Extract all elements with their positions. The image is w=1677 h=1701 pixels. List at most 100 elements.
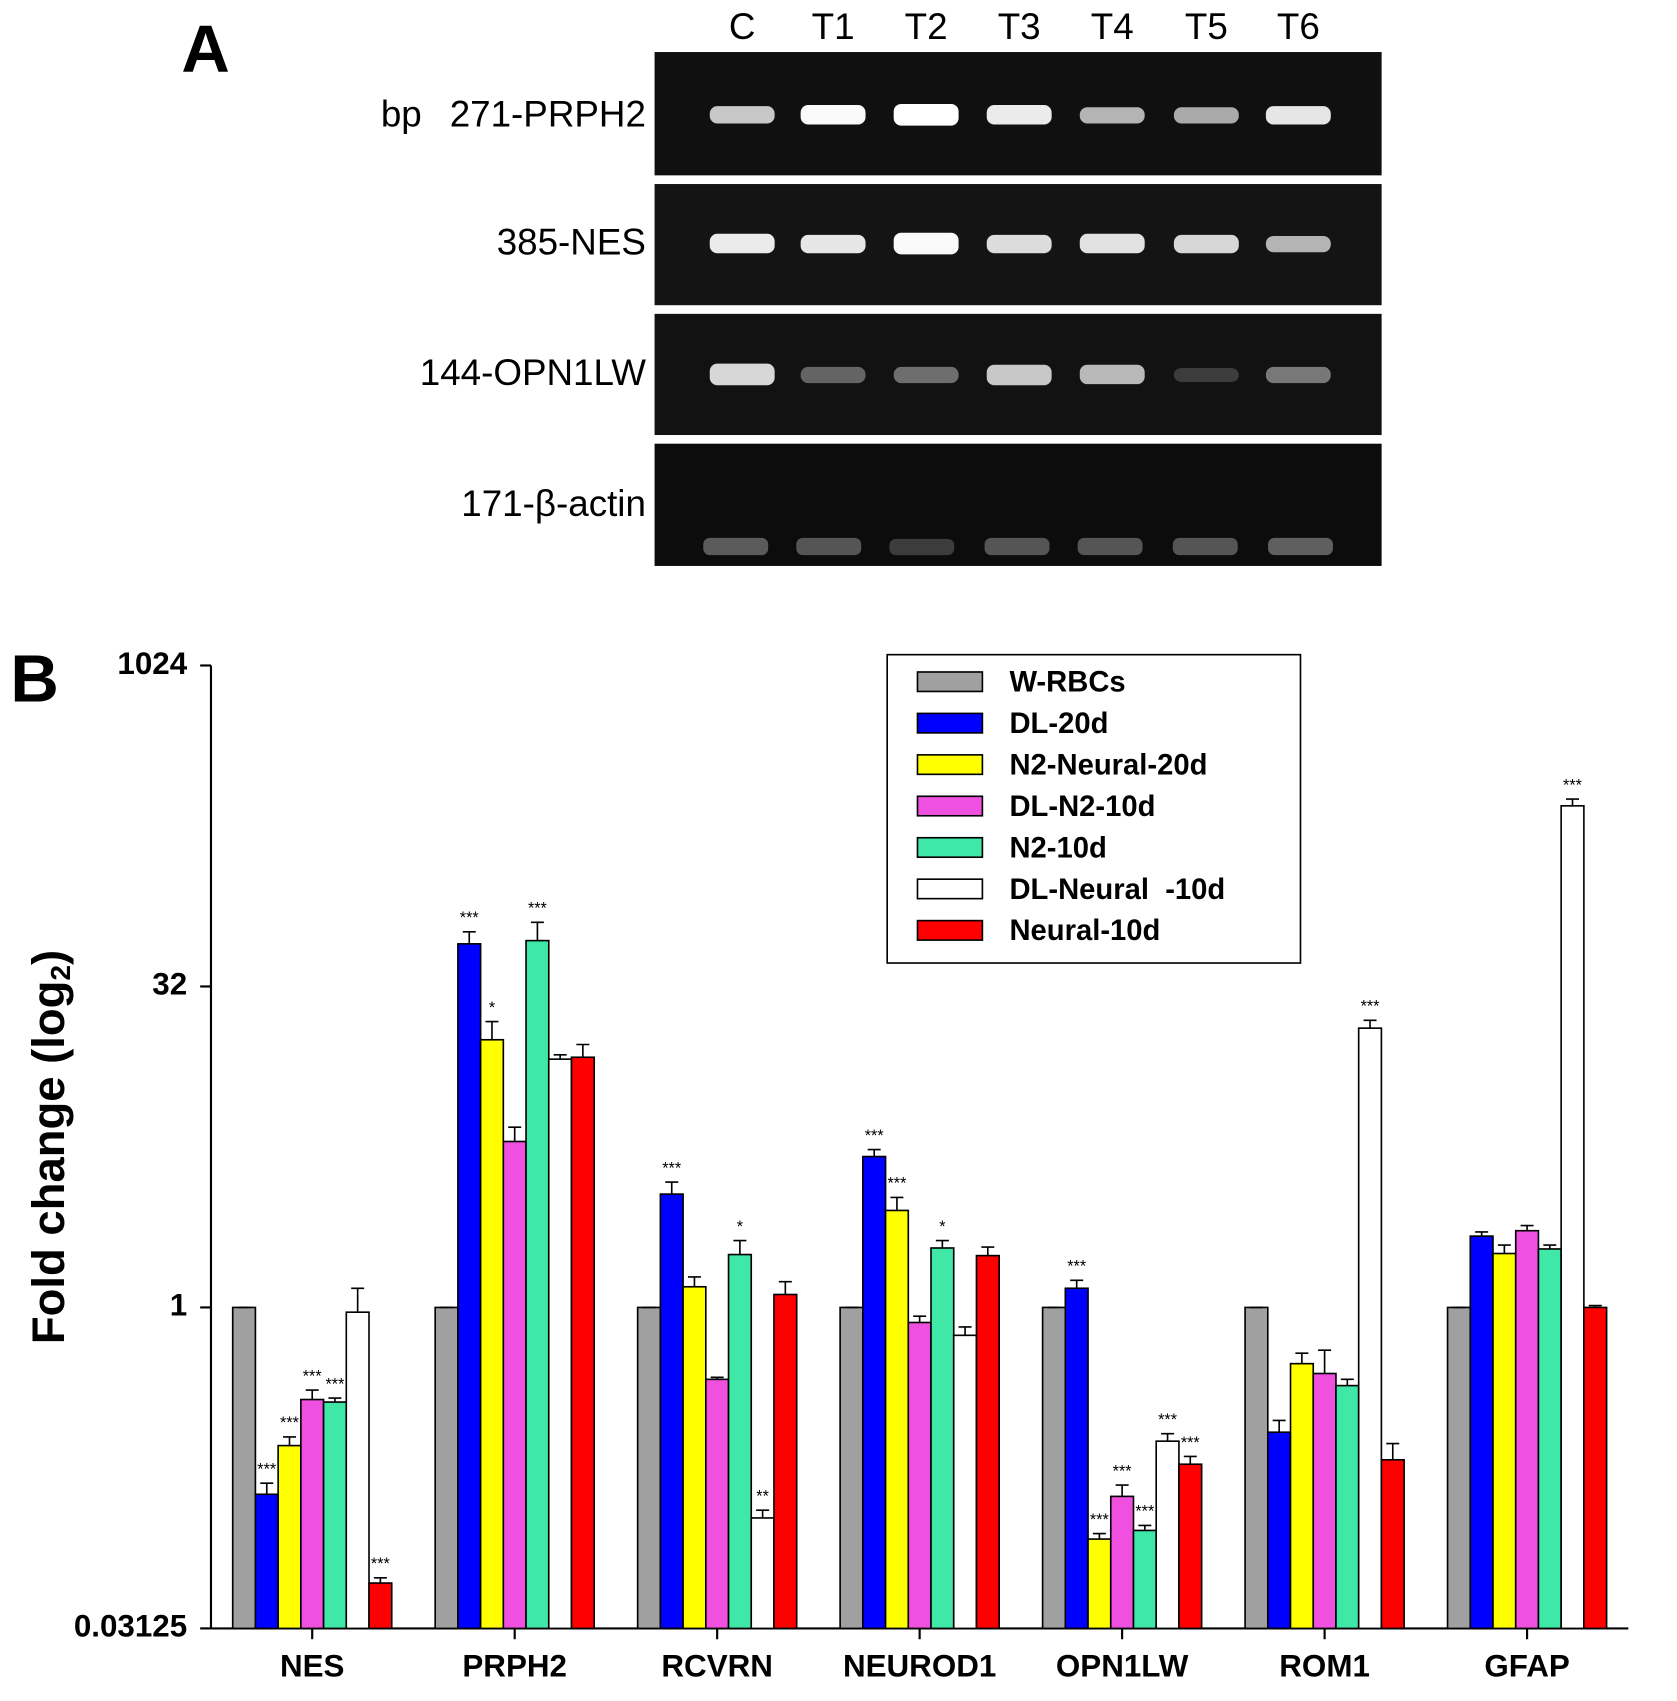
significance-label: *** (1563, 776, 1583, 794)
x-tick-label: OPN1LW (1056, 1649, 1189, 1684)
legend-label: N2-Neural-20d (1009, 749, 1207, 781)
lane-label: T5 (1185, 6, 1228, 47)
bar (1380, 1458, 1405, 1630)
panel-label: B (10, 642, 58, 717)
lane-label: T6 (1277, 6, 1320, 47)
bar (1289, 1362, 1315, 1630)
bar (345, 1311, 370, 1630)
bar (659, 1193, 684, 1630)
y-tick-label: 1024 (117, 646, 187, 681)
error-bar (1272, 1419, 1286, 1433)
significance-label: *** (1090, 1511, 1110, 1529)
band (1077, 537, 1143, 556)
band (893, 232, 959, 255)
significance-label: *** (1158, 1411, 1178, 1429)
band (1265, 106, 1331, 125)
error-bar (530, 921, 544, 941)
band (986, 234, 1052, 254)
row-label: 144-OPN1LW (420, 352, 646, 393)
bar (862, 1155, 887, 1630)
significance-label: *** (1113, 1462, 1133, 1480)
band (703, 537, 769, 556)
bar (368, 1582, 393, 1630)
bar (525, 939, 550, 1630)
error-bar (1543, 1244, 1557, 1249)
bar (1514, 1229, 1540, 1630)
bar (1492, 1252, 1517, 1630)
unit-label: bp (381, 94, 422, 135)
bar (975, 1254, 1000, 1630)
bar (1583, 1306, 1608, 1630)
error-bar (687, 1276, 701, 1287)
significance-label: *** (460, 909, 480, 927)
legend-label: DL-20d (1009, 708, 1108, 740)
bar (1469, 1235, 1494, 1630)
bar (231, 1306, 257, 1630)
legend-swatch (916, 878, 984, 900)
lane-label: C (729, 6, 756, 47)
x-tick-label: NES (280, 1649, 344, 1684)
bar (1266, 1431, 1292, 1630)
significance-label: *** (865, 1127, 885, 1145)
error-bar (1295, 1352, 1309, 1364)
bar (907, 1321, 932, 1630)
legend-label: W-RBCs (1009, 667, 1125, 699)
bar (750, 1517, 775, 1630)
legend-swatch (916, 754, 984, 776)
bar (1312, 1372, 1337, 1630)
bar (773, 1293, 798, 1630)
band (1079, 107, 1145, 124)
legend-label: Neural-10d (1009, 915, 1160, 947)
error-bar (283, 1436, 296, 1446)
significance-label: *** (1067, 1258, 1087, 1276)
band (709, 233, 775, 254)
bar (1446, 1306, 1472, 1630)
band (1265, 235, 1331, 253)
band (986, 364, 1052, 386)
band (1172, 537, 1238, 556)
bar (1041, 1306, 1067, 1630)
band (709, 363, 775, 386)
band (986, 105, 1052, 125)
bar (727, 1253, 753, 1630)
band (800, 366, 866, 384)
band (1079, 233, 1145, 254)
bar (479, 1038, 505, 1630)
gel (654, 52, 1382, 566)
lane-label: T3 (998, 6, 1041, 47)
error-bar (890, 1196, 904, 1211)
significance-label: *** (662, 1159, 682, 1177)
error-bar (1386, 1442, 1400, 1460)
significance-label: *** (371, 1555, 391, 1573)
significance-label: *** (280, 1414, 300, 1432)
bands-opn1lw (709, 363, 1331, 386)
legend-swatch (916, 836, 984, 859)
legend-label: DL-Neural -10d (1009, 874, 1225, 906)
legend-swatch (916, 671, 984, 693)
bar (1155, 1440, 1180, 1630)
bar (434, 1306, 459, 1630)
significance-label: * (737, 1218, 744, 1236)
bar (300, 1398, 325, 1630)
band (889, 538, 955, 556)
error-bar (733, 1239, 747, 1255)
lane-label: T1 (812, 6, 855, 47)
band (1173, 107, 1239, 124)
panel-label: A (181, 12, 229, 87)
lane-label: T2 (905, 6, 948, 47)
legend-label: DL-N2-10d (1009, 791, 1155, 823)
error-bar (508, 1126, 522, 1142)
significance-label: *** (887, 1175, 907, 1193)
bar (1109, 1495, 1135, 1630)
x-tick-label: RCVRN (661, 1649, 773, 1684)
error-bar (1161, 1432, 1175, 1442)
error-bar (485, 1020, 499, 1040)
bar (1560, 805, 1585, 1630)
error-bar (373, 1576, 387, 1584)
band (709, 106, 775, 124)
error-bar (1475, 1231, 1489, 1237)
x-tick-label: NEUROD1 (843, 1649, 996, 1684)
x-tick-label: ROM1 (1279, 1649, 1370, 1684)
legend-swatch (916, 919, 984, 941)
significance-label: *** (1181, 1434, 1201, 1452)
